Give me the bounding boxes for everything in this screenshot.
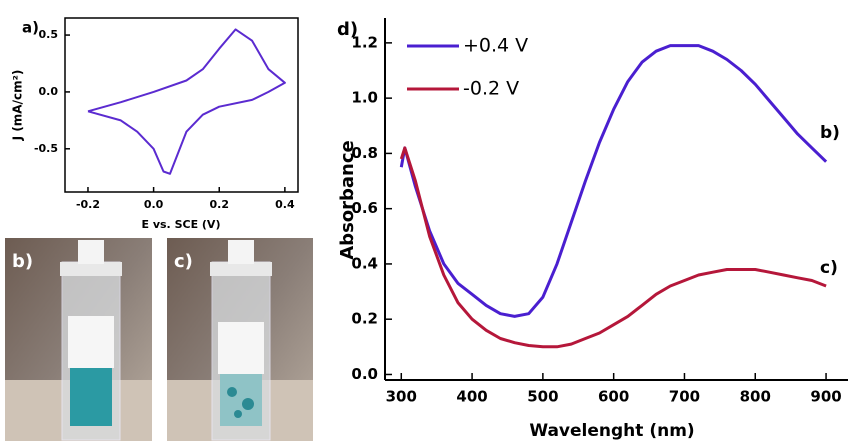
y-tick-label: 0.8 — [351, 144, 378, 162]
y-axis-label: Absorbance — [337, 140, 358, 260]
y-tick-label: 0.6 — [351, 199, 378, 217]
x-tick-label: -0.2 — [76, 198, 100, 211]
x-axis-label: Wavelenght (nm) — [529, 421, 694, 441]
legend-label: +0.4 V — [463, 35, 528, 57]
x-tick-label: 300 — [386, 388, 417, 406]
legend-label: -0.2 V — [463, 78, 519, 100]
series-line — [399, 146, 827, 349]
x-tick-label: 700 — [669, 388, 700, 406]
x-tick-label: 500 — [527, 388, 558, 406]
y-axis-label: J (mA/cm²) — [11, 70, 25, 142]
x-axis-label: E vs. SCE (V) — [142, 218, 221, 231]
x-tick-label: 0.4 — [275, 198, 295, 211]
panel-label: a) — [22, 19, 39, 37]
x-tick-label: 800 — [740, 388, 771, 406]
x-tick-label: 0.0 — [144, 198, 164, 211]
photo-b — [5, 238, 152, 441]
annotation: b) — [820, 123, 840, 143]
x-tick-label: 600 — [598, 388, 629, 406]
y-tick-label: 1.0 — [351, 89, 378, 107]
series-line — [399, 44, 828, 318]
y-tick-label: -0.5 — [34, 142, 58, 155]
x-tick-label: 900 — [810, 388, 841, 406]
photo-c — [167, 238, 313, 441]
y-tick-label: 0.2 — [351, 310, 378, 328]
annotation: c) — [820, 258, 838, 278]
photo-label: b) — [12, 251, 33, 272]
y-tick-label: 1.2 — [351, 33, 378, 51]
plot-frame — [64, 17, 299, 193]
photo-label: c) — [174, 251, 193, 272]
panel-label: d) — [337, 19, 358, 40]
y-tick-label: 0.4 — [351, 254, 378, 272]
x-tick-label: 400 — [456, 388, 487, 406]
series-line — [87, 28, 286, 175]
y-tick-label: 0.0 — [351, 365, 378, 383]
y-tick-label: 0.5 — [39, 28, 59, 41]
x-tick-label: 0.2 — [209, 198, 229, 211]
y-tick-label: 0.0 — [39, 85, 59, 98]
